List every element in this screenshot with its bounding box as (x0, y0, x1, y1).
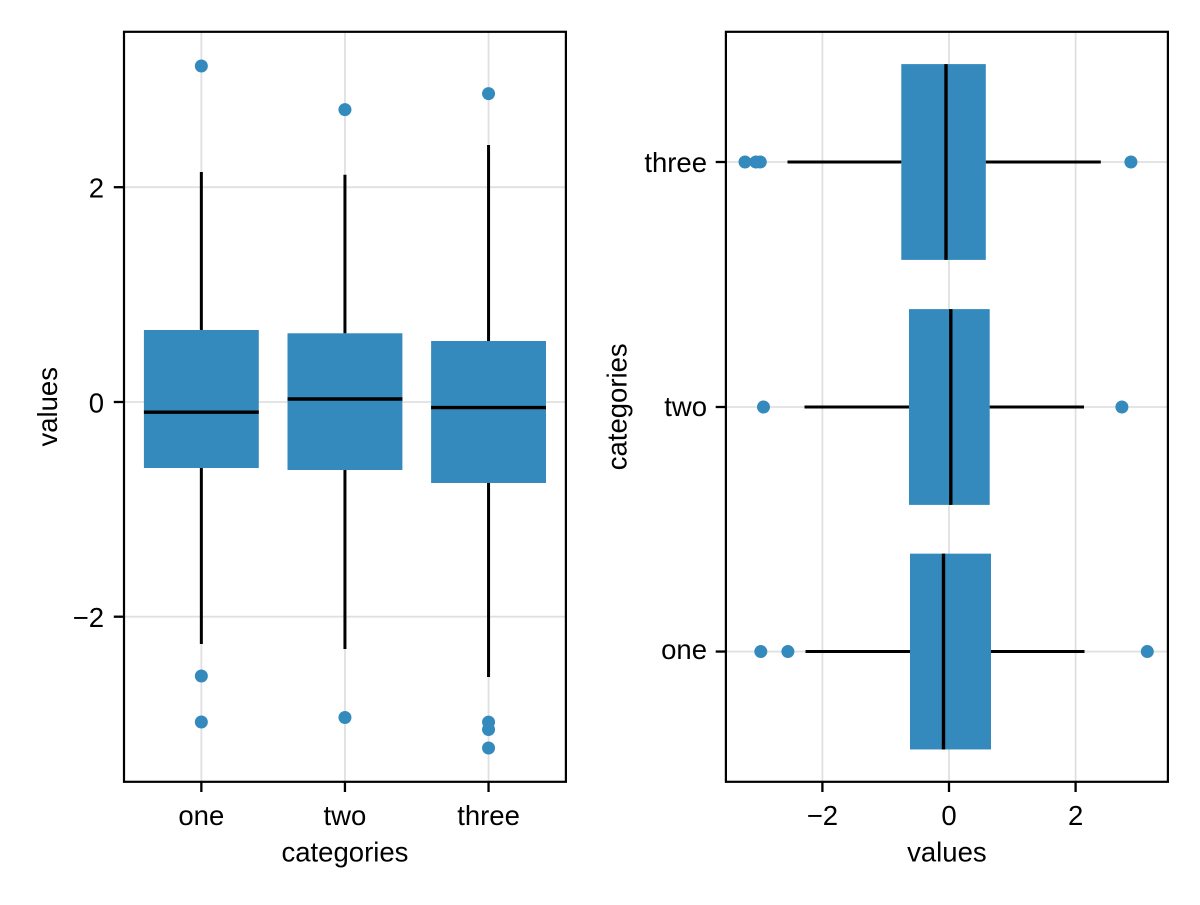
svg-text:values: values (32, 367, 63, 447)
svg-text:values: values (907, 837, 987, 868)
svg-text:0: 0 (89, 387, 104, 418)
svg-text:one: one (661, 634, 707, 665)
svg-text:three: three (644, 147, 707, 178)
svg-text:three: three (457, 800, 520, 831)
svg-text:−2: −2 (807, 800, 838, 831)
svg-text:2: 2 (1068, 800, 1083, 831)
svg-text:one: one (178, 800, 224, 831)
svg-text:0: 0 (941, 800, 956, 831)
svg-text:two: two (324, 800, 367, 831)
svg-text:two: two (664, 391, 707, 422)
svg-text:2: 2 (89, 173, 104, 204)
svg-text:−2: −2 (73, 602, 104, 633)
svg-text:categories: categories (602, 343, 633, 470)
svg-text:categories: categories (282, 837, 409, 868)
